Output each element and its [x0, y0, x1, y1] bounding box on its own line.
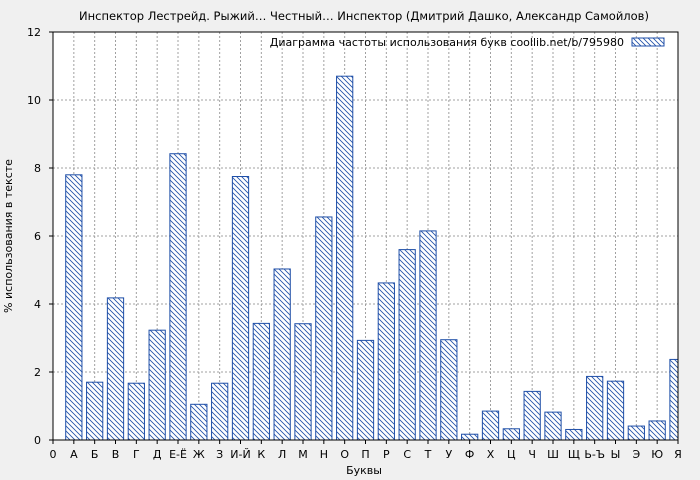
bar-Ш — [544, 411, 562, 441]
y-tick-label: 12 — [27, 26, 41, 39]
bar-Т — [419, 230, 437, 441]
x-tick-label: Н — [320, 448, 328, 461]
x-tick-label: Б — [91, 448, 99, 461]
bar-Ы — [606, 380, 625, 441]
y-tick-label: 0 — [34, 434, 41, 447]
x-tick-label: В — [112, 448, 120, 461]
x-tick-label: Т — [424, 448, 432, 461]
bar-А — [65, 174, 83, 441]
y-tick-label: 4 — [34, 298, 41, 311]
x-tick-label: У — [445, 448, 452, 461]
bar-Б — [86, 381, 104, 441]
x-tick-label: Щ — [568, 448, 580, 461]
x-tick-label: К — [257, 448, 265, 461]
x-tick-label: Ш — [547, 448, 559, 461]
x-tick-label: Ю — [651, 448, 663, 461]
x-tick-label: Р — [383, 448, 390, 461]
x-tick-label: Ц — [507, 448, 516, 461]
x-tick-label: Ь-Ъ — [584, 448, 605, 461]
bar-Ф — [461, 433, 479, 441]
y-tick-label: 10 — [27, 94, 41, 107]
legend-swatch — [631, 37, 665, 47]
bar-Д — [148, 329, 166, 441]
y-axis-label: % использования в тексте — [2, 159, 15, 313]
bar-Ж — [190, 403, 208, 441]
x-tick-label: Я — [674, 448, 682, 461]
x-tick-label: П — [361, 448, 369, 461]
legend: Диаграмма частоты использования букв coo… — [270, 36, 665, 49]
bar-Х — [481, 410, 500, 441]
x-tick-label: Ч — [528, 448, 536, 461]
x-tick-label: И-Й — [230, 448, 250, 461]
x-tick-label: Ы — [611, 448, 621, 461]
bar-К — [252, 322, 270, 441]
x-tick-label: Ж — [193, 448, 205, 461]
bar-Л — [273, 268, 291, 441]
x-tick-label: А — [70, 448, 78, 461]
bar-У — [440, 339, 458, 441]
y-tick-label: 8 — [34, 162, 41, 175]
x-tick-label: М — [298, 448, 308, 461]
x-tick-label: Ф — [465, 448, 474, 461]
bar-Э — [627, 425, 645, 441]
bar-И-Й — [231, 176, 250, 441]
bar-Ц — [502, 428, 520, 441]
bar-Ю — [648, 420, 666, 441]
bar-Р — [377, 282, 395, 441]
chart-title: Инспектор Лестрейд. Рыжий… Честный… Инсп… — [79, 9, 649, 23]
bars-layer — [65, 75, 679, 441]
bar-Я — [669, 358, 679, 441]
bar-В — [106, 297, 125, 441]
bar-Щ — [565, 428, 583, 441]
x-tick-label: Г — [133, 448, 140, 461]
x-tick-label: Л — [278, 448, 286, 461]
x-tick-label: 0 — [50, 448, 57, 461]
x-tick-label: Э — [632, 448, 640, 461]
bar-Ч — [523, 390, 541, 441]
y-tick-label: 6 — [34, 230, 41, 243]
bar-С — [398, 249, 416, 441]
bar-М — [294, 323, 312, 441]
x-tick-label: Д — [153, 448, 162, 461]
bar-О — [336, 75, 354, 441]
bar-Г — [127, 382, 145, 441]
bar-Е-Ё — [169, 153, 187, 441]
bar-П — [356, 339, 375, 441]
x-tick-label: Х — [487, 448, 495, 461]
y-tick-label: 2 — [34, 366, 41, 379]
legend-label: Диаграмма частоты использования букв coo… — [270, 36, 624, 49]
x-axis-label: Буквы — [346, 464, 382, 477]
x-tick-label: З — [216, 448, 223, 461]
x-tick-label: О — [340, 448, 349, 461]
bar-Н — [315, 216, 333, 441]
bar-З — [211, 382, 229, 441]
bar-Ь-Ъ — [586, 375, 604, 441]
x-tick-label: С — [403, 448, 411, 461]
x-tick-label: Е-Ё — [169, 448, 187, 461]
